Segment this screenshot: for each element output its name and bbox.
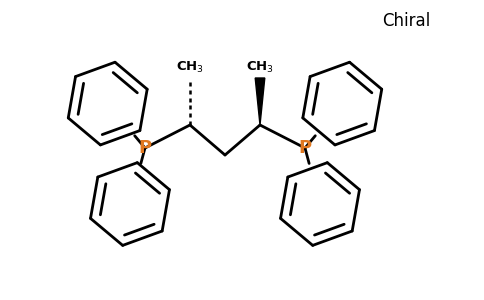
Text: P: P [299,139,312,157]
Text: Chiral: Chiral [382,12,430,30]
Polygon shape [255,78,265,125]
Text: P: P [138,139,151,157]
Text: CH$_3$: CH$_3$ [246,60,274,75]
Text: CH$_3$: CH$_3$ [176,60,204,75]
